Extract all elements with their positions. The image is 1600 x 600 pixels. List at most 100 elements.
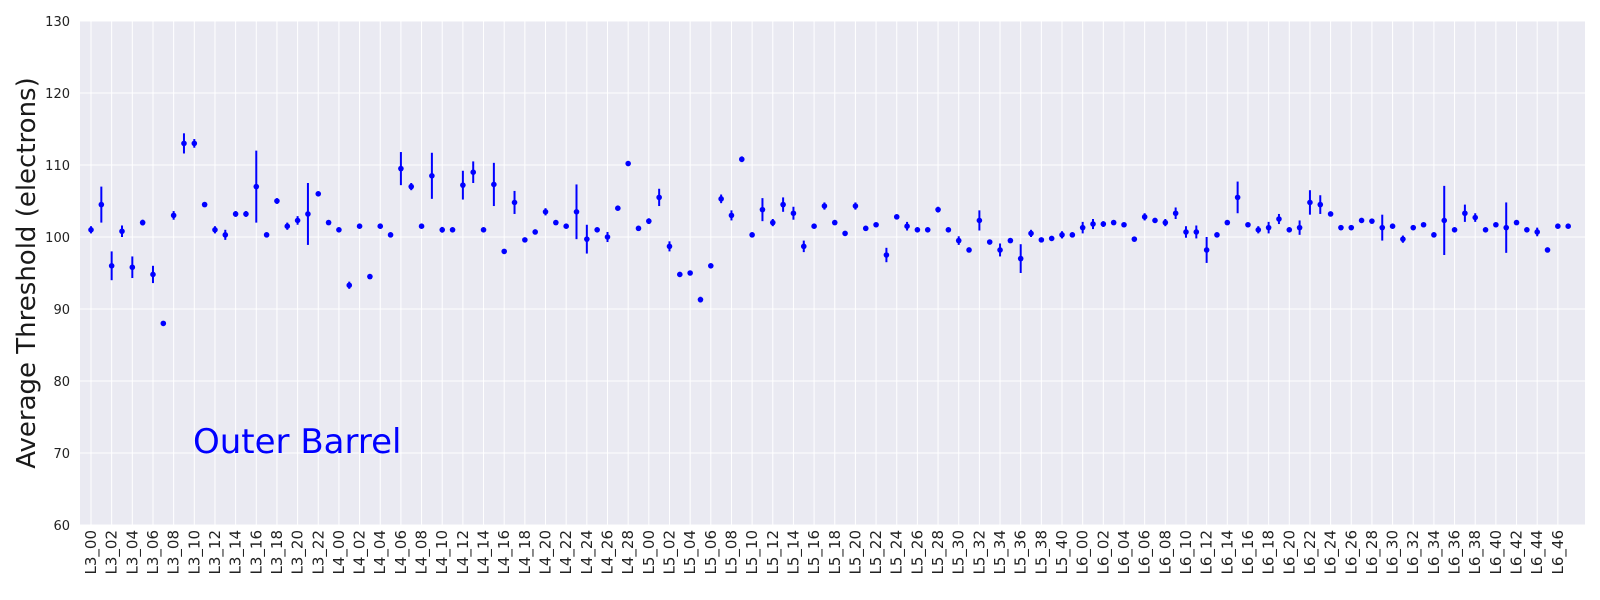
point-marker	[511, 199, 518, 206]
data-point	[1503, 202, 1510, 253]
x-tick-label: L6_10	[1177, 530, 1196, 575]
point-marker	[563, 223, 569, 229]
point-marker	[945, 227, 952, 233]
point-marker	[1524, 227, 1530, 233]
x-tick-label: L4_20	[537, 530, 556, 575]
point-marker	[1007, 237, 1014, 244]
x-tick-label: L4_10	[433, 530, 452, 575]
x-tick-label: L4_16	[495, 530, 514, 575]
x-tick-label: L3_10	[185, 530, 204, 575]
data-point	[1513, 219, 1520, 226]
point-marker	[790, 210, 797, 217]
data-point	[1141, 213, 1148, 221]
point-marker	[1224, 219, 1231, 226]
point-marker	[955, 237, 962, 244]
x-tick-label: L5_16	[805, 530, 824, 575]
data-point	[656, 188, 662, 207]
point-marker	[852, 203, 859, 209]
data-point	[511, 190, 518, 214]
point-marker	[1183, 229, 1189, 235]
data-point	[1441, 185, 1448, 255]
data-point	[460, 170, 466, 200]
data-point	[1544, 247, 1551, 253]
point-marker	[1358, 217, 1365, 224]
x-tick-label: L6_28	[1363, 530, 1382, 575]
point-marker	[1131, 236, 1138, 242]
x-tick-label: L6_06	[1136, 530, 1155, 575]
x-tick-label: L6_40	[1487, 530, 1506, 575]
point-marker	[1121, 221, 1127, 228]
point-marker	[346, 282, 353, 289]
point-marker	[831, 219, 838, 226]
data-point	[1048, 235, 1055, 242]
data-point	[150, 265, 156, 284]
data-point	[232, 211, 239, 217]
data-point	[1524, 227, 1530, 233]
point-marker	[129, 264, 136, 271]
x-tick-label: L5_18	[826, 530, 845, 575]
data-point	[367, 273, 373, 280]
point-marker	[449, 227, 456, 233]
data-point	[553, 219, 559, 226]
plot-background	[80, 21, 1585, 525]
point-marker	[1565, 223, 1571, 229]
point-marker	[501, 248, 508, 255]
point-marker	[924, 227, 931, 233]
point-marker	[625, 160, 631, 167]
x-tick-label: L3_00	[82, 530, 101, 575]
data-point	[1358, 217, 1365, 224]
point-marker	[1152, 217, 1158, 224]
point-marker	[635, 225, 642, 232]
x-tick-label: L5_20	[846, 530, 865, 575]
point-marker	[470, 169, 477, 175]
data-point	[377, 223, 384, 229]
data-point	[181, 133, 187, 154]
data-point	[1348, 224, 1355, 231]
y-tick-label: 70	[53, 447, 70, 462]
data-point	[997, 243, 1003, 257]
data-point	[873, 221, 879, 228]
x-tick-label: L3_02	[103, 530, 122, 575]
x-tick-label: L3_22	[309, 530, 328, 575]
point-marker	[1172, 210, 1179, 217]
data-point	[98, 186, 105, 223]
x-tick-label: L6_36	[1446, 530, 1465, 575]
x-tick-label: L5_14	[784, 530, 803, 575]
point-marker	[1110, 219, 1117, 226]
point-marker	[305, 211, 311, 217]
x-tick-label: L5_04	[681, 530, 700, 575]
data-point	[491, 162, 497, 207]
data-point	[160, 320, 167, 327]
data-point	[697, 296, 704, 303]
x-tick-label: L3_06	[144, 530, 163, 575]
data-point	[1162, 219, 1169, 227]
x-tick-label: L3_04	[123, 530, 142, 575]
point-marker	[108, 263, 115, 269]
x-tick-label: L6_20	[1280, 530, 1299, 575]
data-point	[1193, 225, 1200, 239]
data-point	[418, 223, 425, 229]
point-marker	[1059, 232, 1065, 238]
data-point	[1110, 219, 1117, 226]
x-tick-label: L5_38	[1032, 530, 1051, 575]
data-point	[1400, 235, 1406, 243]
point-marker	[1348, 224, 1355, 231]
point-marker	[1327, 211, 1334, 217]
point-marker	[387, 232, 394, 238]
point-marker	[914, 227, 921, 233]
point-marker	[769, 219, 776, 226]
data-point	[615, 205, 621, 211]
point-marker	[904, 223, 910, 229]
x-tick-label: L6_46	[1549, 530, 1568, 575]
point-marker	[1317, 201, 1324, 208]
x-tick-label: L3_16	[247, 530, 266, 575]
point-marker	[1141, 214, 1148, 220]
point-marker	[222, 232, 229, 238]
data-point	[315, 191, 322, 197]
x-tick-label: L5_08	[722, 530, 741, 575]
point-marker	[377, 223, 384, 229]
data-point	[924, 227, 931, 233]
x-tick-label: L4_26	[599, 530, 618, 575]
point-marker	[1338, 224, 1344, 231]
point-marker	[408, 183, 415, 190]
